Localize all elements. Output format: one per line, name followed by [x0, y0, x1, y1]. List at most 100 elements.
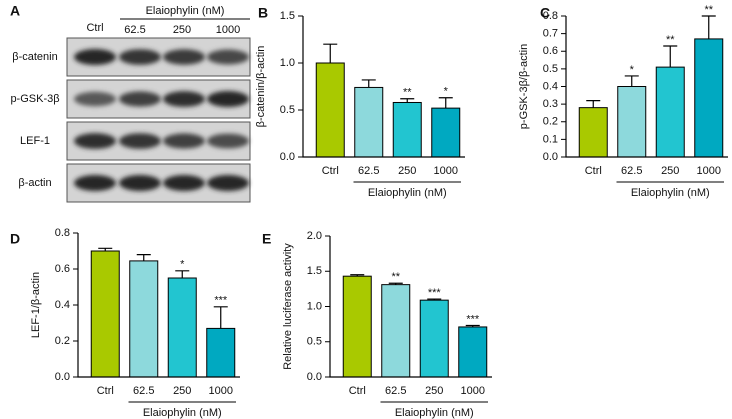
significance: * — [630, 64, 635, 76]
bar — [206, 327, 236, 378]
band — [207, 49, 249, 65]
lane-label: 1000 — [216, 24, 240, 36]
error-bar — [213, 306, 228, 329]
y-tick-label: 1.5 — [307, 265, 322, 277]
bar — [617, 86, 647, 158]
y-tick-label: 0.0 — [55, 371, 70, 383]
bar — [381, 284, 411, 378]
x-axis-label: Elaiophylin (nM) — [368, 187, 447, 199]
lane-label: 62.5 — [124, 24, 145, 36]
significance: *** — [214, 295, 228, 307]
significance: ** — [666, 34, 675, 46]
significance: ** — [403, 87, 412, 99]
x-tick-label: Ctrl — [349, 385, 366, 397]
bar — [578, 107, 608, 158]
bar — [167, 277, 197, 378]
significance: *** — [466, 313, 480, 325]
axes — [565, 16, 728, 158]
y-tick-label: 1.0 — [280, 57, 295, 69]
band — [163, 91, 205, 107]
y-tick-label: 0.5 — [307, 336, 322, 348]
panel-label: E — [262, 231, 271, 247]
band — [207, 133, 249, 149]
significance: * — [444, 86, 449, 98]
error-bar — [438, 97, 453, 109]
x-axis-label: Elaiophylin (nM) — [143, 407, 222, 419]
error-bar — [361, 79, 376, 88]
x-tick-label: 1000 — [697, 165, 721, 177]
x-tick-label: 62.5 — [133, 385, 154, 397]
axes — [329, 236, 492, 378]
y-tick-label: 0.2 — [543, 116, 558, 128]
y-tick-label: 0.1 — [543, 133, 558, 145]
y-tick-label: 0.5 — [280, 104, 295, 116]
x-tick-label: 62.5 — [385, 385, 406, 397]
y-tick-label: 1.5 — [280, 10, 295, 22]
error-bar — [465, 324, 480, 327]
error-bar — [136, 254, 151, 261]
bar — [90, 250, 120, 378]
band — [207, 91, 249, 107]
band — [119, 49, 161, 65]
error-bar — [175, 270, 190, 278]
x-tick-label: 250 — [661, 165, 679, 177]
row-label: β-catenin — [12, 51, 57, 63]
y-tick-label: 0.4 — [543, 80, 558, 92]
panel-label: D — [10, 231, 20, 247]
y-tick-label: 0.4 — [55, 299, 70, 311]
row-label: p-GSK-3β — [10, 93, 59, 105]
x-tick-label: 250 — [425, 385, 443, 397]
band — [119, 175, 161, 191]
band — [163, 175, 205, 191]
y-axis-label: β-catenin/β-actin — [255, 46, 267, 128]
y-axis-label: p-GSK-3β/β-actin — [518, 44, 530, 129]
y-tick-label: 0.7 — [543, 28, 558, 40]
x-tick-label: 250 — [173, 385, 191, 397]
y-tick-label: 0.8 — [55, 227, 70, 239]
y-tick-label: 0.8 — [543, 10, 558, 22]
lane-label: 250 — [173, 24, 191, 36]
bar — [342, 275, 372, 378]
band — [74, 175, 116, 191]
bar — [655, 66, 685, 158]
x-tick-label: 1000 — [434, 165, 458, 177]
error-bar — [586, 100, 601, 108]
y-tick-label: 0.5 — [543, 63, 558, 75]
y-axis-label: LEF-1/β-actin — [30, 272, 42, 338]
y-tick-label: 0.2 — [55, 335, 70, 347]
lane-label: Ctrl — [86, 22, 103, 34]
y-axis-label: Relative luciferase activity — [282, 243, 294, 370]
x-tick-label: 62.5 — [621, 165, 642, 177]
bar — [458, 326, 488, 378]
x-tick-label: 250 — [398, 165, 416, 177]
significance: ** — [704, 4, 713, 16]
row-label: β-actin — [18, 177, 51, 189]
band — [74, 91, 116, 107]
x-axis-label: Elaiophylin (nM) — [631, 187, 710, 199]
x-tick-label: 1000 — [209, 385, 233, 397]
y-tick-label: 1.0 — [307, 300, 322, 312]
x-tick-label: 62.5 — [358, 165, 379, 177]
blot-panel: A Ctrl Elaiophylin (nM) 62.5 250 1000 β-… — [10, 3, 251, 203]
error-bar — [701, 15, 716, 39]
bar — [694, 38, 724, 158]
band — [207, 175, 249, 191]
row-label: LEF-1 — [20, 135, 50, 147]
axes — [302, 16, 465, 158]
panel-label: A — [10, 3, 20, 19]
significance: * — [180, 259, 185, 271]
band — [74, 49, 116, 65]
axes — [77, 233, 240, 378]
band — [119, 133, 161, 149]
error-bar — [388, 282, 403, 285]
bar — [431, 107, 461, 158]
significance: *** — [428, 287, 442, 299]
significance: ** — [391, 271, 400, 283]
error-bar — [350, 274, 365, 277]
y-tick-label: 2.0 — [307, 230, 322, 242]
panel-label: B — [258, 5, 268, 21]
bar — [419, 299, 449, 378]
error-bar — [400, 98, 415, 103]
panel-label: C — [540, 5, 550, 21]
